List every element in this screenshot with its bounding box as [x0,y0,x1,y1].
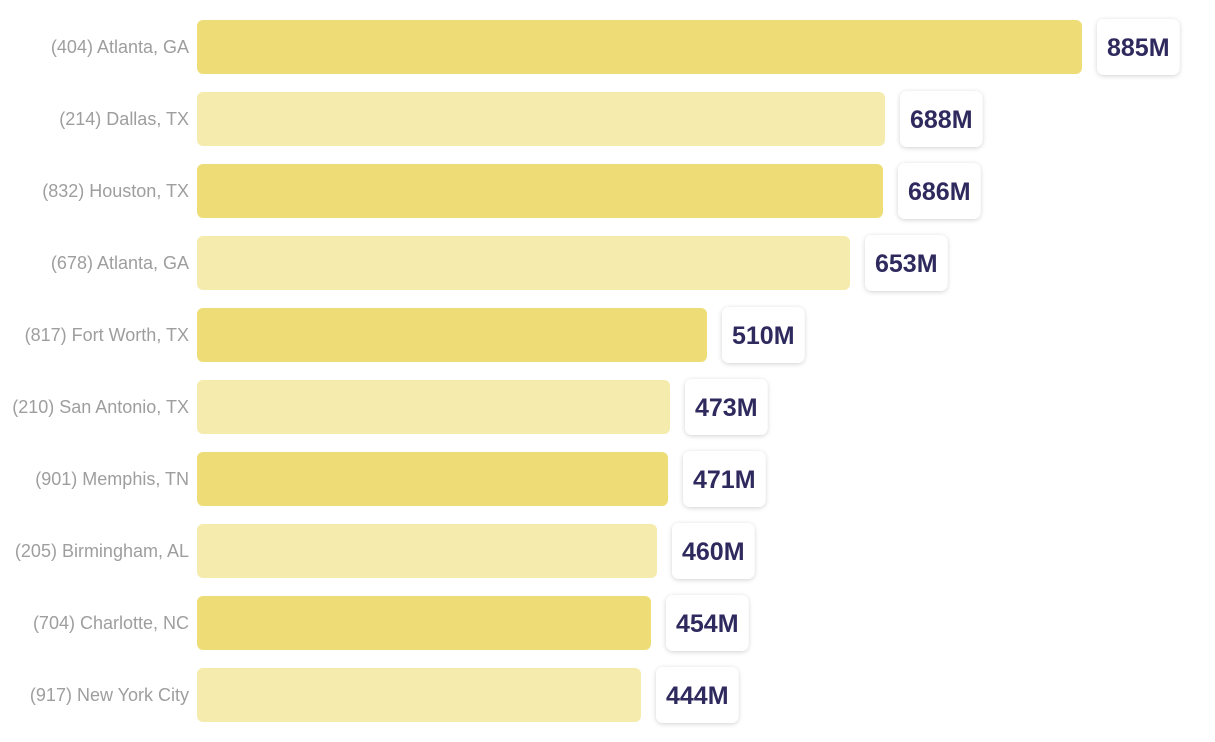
value-box [656,667,739,723]
bar-row: (901) Memphis, TN 471M [35,451,766,507]
bar-row: (832) Houston, TX 686M [42,163,981,219]
value-label: 460M [682,538,745,566]
bar [197,668,641,722]
category-label: (817) Fort Worth, TX [25,325,189,345]
bar [197,236,850,290]
bar-row: (704) Charlotte, NC 454M [33,595,749,651]
category-label: (832) Houston, TX [42,181,189,201]
value-label: 885M [1107,34,1170,62]
bar-row: (214) Dallas, TX 688M [59,91,983,147]
bar [197,596,651,650]
bar-row: (917) New York City 444M [30,667,739,723]
value-box [898,163,981,219]
category-label: (404) Atlanta, GA [51,37,189,57]
bar-row: (817) Fort Worth, TX 510M [25,307,805,363]
bar-rows: (404) Atlanta, GA 885M (214) Dallas, TX 688… [12,19,1180,723]
category-label: (917) New York City [30,685,189,705]
bar [197,92,885,146]
value-box [900,91,983,147]
bar [197,164,883,218]
value-label: 686M [908,178,971,206]
bar [197,524,657,578]
category-label: (214) Dallas, TX [59,109,189,129]
bar [197,20,1082,74]
category-label: (210) San Antonio, TX [12,397,189,417]
value-box [722,307,805,363]
value-label: 473M [695,394,758,422]
value-box [683,451,766,507]
value-box [685,379,768,435]
bar [197,452,668,506]
bar [197,380,670,434]
category-label: (205) Birmingham, AL [15,541,189,561]
bar-row: (404) Atlanta, GA 885M [51,19,1180,75]
value-box [666,595,749,651]
value-label: 688M [910,106,973,134]
value-box [672,523,755,579]
bar-row: (678) Atlanta, GA 653M [51,235,948,291]
bar [197,308,707,362]
value-label: 510M [732,322,795,350]
category-label: (901) Memphis, TN [35,469,189,489]
value-box [865,235,948,291]
value-label: 471M [693,466,756,494]
category-label: (704) Charlotte, NC [33,613,189,633]
bar-row: (210) San Antonio, TX 473M [12,379,768,435]
value-label: 444M [666,682,729,710]
bar-row: (205) Birmingham, AL 460M [15,523,755,579]
value-box [1097,19,1180,75]
value-label: 454M [676,610,739,638]
value-label: 653M [875,250,938,278]
category-label: (678) Atlanta, GA [51,253,189,273]
